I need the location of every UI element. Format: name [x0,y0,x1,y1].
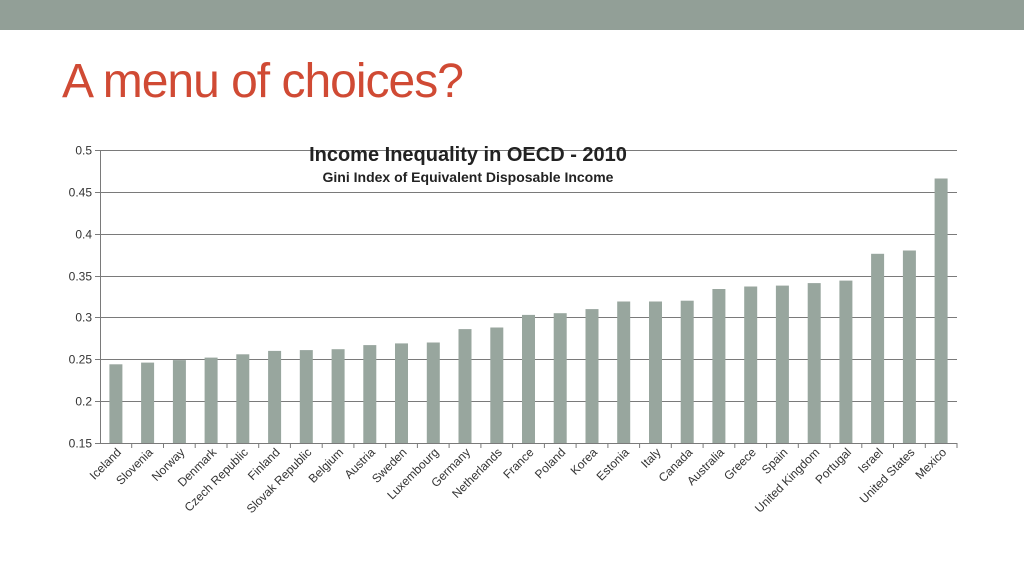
y-tick-label: 0.2 [75,395,92,409]
bar [204,357,218,443]
bar [839,280,853,443]
x-tick-label: Greece [721,445,759,483]
bar [458,329,472,443]
bar [775,285,789,443]
y-tick-label: 0.3 [75,311,92,325]
y-tick-label: 0.45 [69,186,93,200]
bar [331,349,345,443]
bar [871,253,885,443]
bar [268,350,282,443]
x-tick-label: France [500,445,537,482]
chart-subtitle: Gini Index of Equivalent Disposable Inco… [323,169,614,185]
bar [522,314,535,443]
bar [363,345,377,443]
bar [395,343,408,443]
chart-title: Income Inequality in OECD - 2010 [309,144,627,166]
x-tick-label: Mexico [912,445,949,482]
x-tick-label: Estonia [594,445,632,483]
bar [649,301,662,443]
bar [109,364,123,443]
top-accent-bar [0,0,1024,30]
bar [712,289,726,443]
bar [299,350,313,443]
bar [934,178,948,443]
bar [680,300,694,443]
bars [109,178,948,443]
y-tick-label: 0.15 [69,437,93,451]
bar [236,354,250,443]
bar [585,309,599,443]
y-tick-label: 0.5 [75,144,92,158]
bar [426,342,440,443]
bar [807,283,821,443]
y-tick-label: 0.4 [75,228,92,242]
y-tick-label: 0.35 [69,270,93,284]
bar [490,327,504,443]
x-tick-label: Portugal [813,445,855,487]
axes [100,150,958,448]
x-tick-label: Italy [638,445,663,470]
y-tick-label: 0.25 [69,353,93,367]
bar [553,313,567,443]
bar [141,362,155,443]
slide-title: A menu of choices? [62,55,464,108]
x-tick-label: Poland [532,445,568,481]
x-tick-label: Belgium [306,445,347,486]
y-axis-ticks: 0.15 0.2 0.25 0.3 0.35 0.4 0.45 0.5 [69,144,100,451]
bar [172,360,186,443]
bar [902,250,916,443]
bar [617,301,631,443]
bar [744,286,758,443]
